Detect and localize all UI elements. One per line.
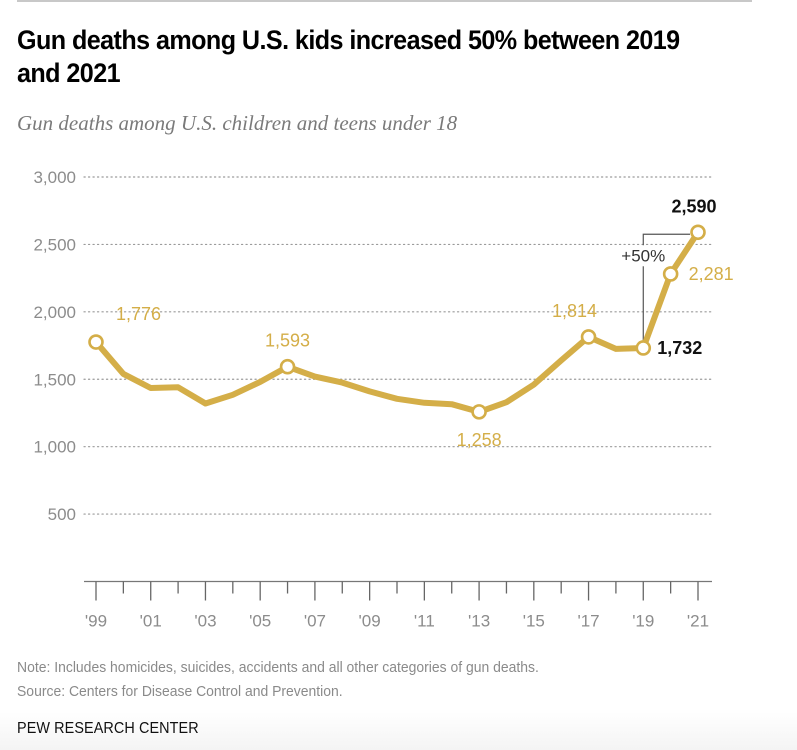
series-line	[93, 229, 701, 415]
line-chart: 500 1,000 1,500 2,000 2,500 3,000 '99 '01 '03 '0…	[33, 168, 734, 631]
x-tick-label: '19	[632, 612, 654, 631]
x-tick-label: '15	[523, 612, 545, 631]
data-label: 1,732	[657, 338, 702, 358]
x-tick-label: '09	[359, 612, 381, 631]
top-rule	[17, 0, 752, 2]
data-label: 2,281	[689, 264, 734, 284]
data-label: 2,590	[671, 196, 716, 216]
note-text: Note: Includes homicides, suicides, acci…	[17, 659, 539, 676]
x-axis: '99 '01 '03 '05 '07 '09 '11 '13 '15 '17 '19 '21	[84, 580, 712, 631]
y-tick-label: 3,000	[33, 168, 76, 187]
chart-title: Gun deaths among U.S. kids increased 50%…	[17, 25, 680, 88]
data-label: 1,593	[265, 331, 310, 351]
y-axis-labels: 500 1,000 1,500 2,000 2,500 3,000	[33, 168, 76, 524]
markers	[88, 224, 706, 420]
footer-background	[0, 712, 797, 750]
percent-change-label: +50%	[621, 246, 665, 265]
y-tick-label: 2,500	[33, 235, 76, 254]
y-tick-label: 500	[48, 505, 76, 524]
x-tick-label: '11	[414, 612, 435, 631]
y-tick-label: 1,000	[33, 438, 76, 457]
data-point-marker	[471, 404, 487, 420]
bracket-top	[642, 233, 690, 246]
data-label: 1,814	[552, 301, 597, 321]
brand-logo-text: PEW RESEARCH CENTER	[17, 720, 199, 737]
chart-subtitle: Gun deaths among U.S. children and teens…	[17, 111, 458, 135]
x-tick-label: '17	[577, 612, 599, 631]
x-tick-label: '03	[194, 612, 216, 631]
data-point-marker	[662, 266, 679, 282]
x-tick-label: '07	[304, 612, 326, 631]
data-point-marker	[279, 358, 296, 375]
data-point-marker	[88, 334, 104, 350]
y-tick-label: 1,500	[33, 370, 76, 389]
y-tick-label: 2,000	[33, 303, 76, 322]
data-label: 1,258	[457, 430, 502, 450]
chart-note: Note: Includes homicides, suicides, acci…	[17, 656, 539, 704]
x-tick-label: '01	[140, 612, 162, 631]
x-tick-label: '05	[249, 612, 271, 631]
gridlines	[83, 176, 713, 515]
source-text: Source: Centers for Disease Control and …	[17, 683, 343, 700]
x-tick-label: '13	[468, 612, 490, 631]
data-point-marker	[690, 224, 706, 241]
annotations: +50%	[621, 233, 690, 344]
series-line-path	[93, 229, 701, 415]
data-labels: 1,776 1,593 1,258 1,814 1,732 2,281 2,590	[116, 196, 734, 450]
data-point-marker	[580, 329, 597, 345]
data-label: 1,776	[116, 304, 161, 324]
data-point-marker	[635, 340, 652, 356]
x-tick-label: '99	[85, 612, 107, 631]
x-tick-label: '21	[687, 612, 709, 631]
